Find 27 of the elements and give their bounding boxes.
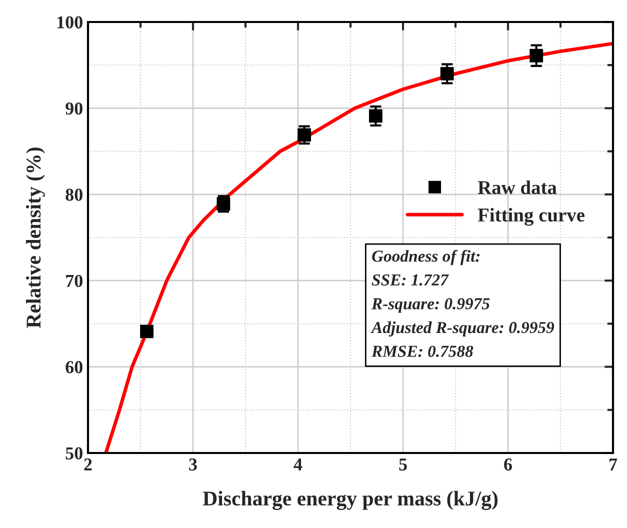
legend-label: Raw data	[478, 180, 557, 194]
point	[368, 109, 382, 123]
x-tick-label: 6	[504, 458, 512, 471]
point	[298, 128, 312, 142]
annotation: Adjusted R-square: 0.9959	[370, 321, 554, 337]
x-tick-label: 7	[610, 458, 618, 470]
legend-label: Fitting curve	[478, 208, 584, 226]
annotation: Goodness of fit:	[372, 250, 480, 266]
annotation: R-square: 0.9975	[371, 298, 490, 313]
line-series	[104, 42, 613, 453]
y-tick-label: 80	[66, 188, 82, 201]
x-tick-label: 3	[189, 458, 197, 471]
annotation: RMSE: 0.7588	[371, 346, 474, 358]
x-axis-title: Discharge energy per mass (kJ/g)	[202, 490, 498, 510]
y-axis-title: Relative density (%)	[26, 148, 45, 328]
y-tick-label: 70	[66, 274, 82, 288]
y-tick-label: 100	[58, 16, 82, 28]
annotation: SSE: 1.727	[372, 274, 449, 286]
x-tick-label: 4	[294, 458, 302, 470]
x-tick-label: 5	[399, 458, 407, 471]
x-tick-label: 2	[84, 458, 92, 470]
y-tick-label: 50	[66, 447, 82, 460]
y-tick-label: 90	[66, 102, 82, 115]
y-tick-label: 60	[66, 361, 82, 374]
point	[440, 67, 454, 80]
point	[140, 324, 154, 338]
point	[530, 48, 544, 62]
